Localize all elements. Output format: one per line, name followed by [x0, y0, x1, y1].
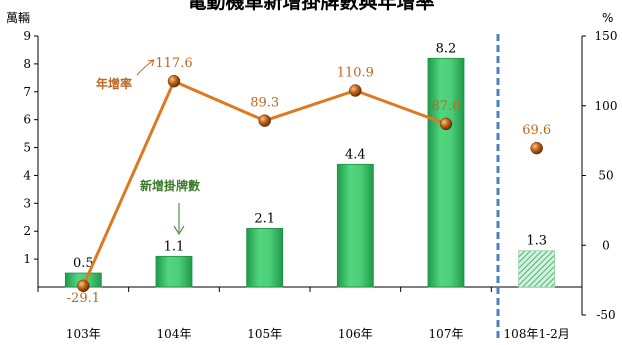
line-point: [258, 114, 271, 127]
category-label: 106年: [338, 327, 373, 341]
left-tick-label: 5: [23, 141, 31, 155]
line-point: [439, 117, 453, 131]
bar-series: 0.5 1.1 2.1 4.4 8.2 1.3: [64, 41, 556, 288]
bar: [246, 228, 284, 288]
left-axis-unit: 萬輛: [6, 11, 30, 25]
right-axis-ticks: 150 100 50 0 -50: [582, 29, 617, 322]
left-axis-ticks: 1 2 3 4 5 6 7 8 9: [23, 29, 38, 266]
category-label: 107年: [429, 327, 464, 341]
line-annotation-arrowhead: [147, 59, 155, 67]
bar-value-label: 1.3: [526, 234, 547, 249]
category-label: 105年: [247, 327, 282, 341]
line-point: [530, 141, 543, 155]
bar-value-label: 1.1: [164, 239, 185, 254]
line-value-label: 69.6: [522, 123, 551, 138]
bar-value-label: 4.4: [345, 147, 366, 162]
bar: [518, 250, 556, 288]
right-tick-label: 150: [595, 29, 618, 43]
left-tick-label: 2: [23, 224, 31, 238]
left-tick-label: 9: [23, 29, 31, 43]
line-value-label: 89.3: [250, 96, 279, 111]
right-tick-label: 0: [602, 238, 610, 252]
line-annotation-arrow: [136, 59, 155, 76]
bar-value-label: 0.5: [73, 256, 94, 271]
right-axis-unit: %: [602, 11, 613, 25]
left-tick-label: 7: [23, 85, 31, 99]
chart-title: 電動機車新增掛牌數與年增率: [187, 0, 434, 13]
category-label: 108年1-2月: [504, 327, 570, 341]
bar-series-annotation: 新增掛牌數: [140, 178, 200, 193]
x-axis-ticks: [37, 287, 583, 292]
right-tick-label: 100: [595, 99, 618, 113]
line-series: -29.1 117.6 89.3 110.9 87.0 69.6: [67, 56, 551, 306]
line-value-label: 117.6: [155, 56, 192, 71]
bar-value-label: 8.2: [436, 41, 457, 56]
left-tick-label: 6: [23, 113, 31, 127]
line-point: [349, 84, 362, 97]
category-label: 103年: [66, 327, 101, 341]
line-value-label: -29.1: [67, 291, 100, 306]
line-point: [77, 279, 90, 293]
right-tick-label: 50: [598, 169, 613, 183]
line-value-label: 87.0: [432, 99, 461, 114]
bar: [427, 57, 465, 288]
left-tick-label: 4: [23, 168, 31, 182]
bar: [155, 255, 193, 288]
line-point: [167, 74, 181, 88]
bar: [336, 163, 374, 288]
line-value-label: 110.9: [337, 66, 374, 81]
bar-value-label: 2.1: [254, 211, 275, 226]
left-tick-label: 1: [23, 252, 31, 266]
left-tick-label: 3: [23, 196, 31, 210]
bar-annotation-arrow: [173, 203, 185, 235]
right-tick-label: -50: [596, 308, 615, 322]
category-labels: 103年 104年 105年 106年 107年 108年1-2月: [66, 327, 570, 341]
left-tick-label: 8: [23, 57, 31, 71]
line-series-annotation: 年增率: [96, 76, 132, 91]
category-label: 104年: [157, 327, 192, 341]
